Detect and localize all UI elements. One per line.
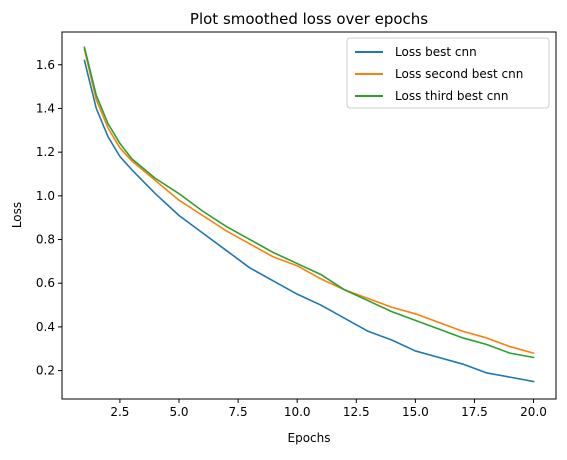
legend-label: Loss best cnn xyxy=(395,45,477,59)
legend: Loss best cnn Loss second best cnn Loss th… xyxy=(346,37,550,109)
x-tick-label: 17.5 xyxy=(461,405,488,419)
y-tick-label: 0.4 xyxy=(36,320,55,334)
legend-label: Loss third best cnn xyxy=(395,89,509,103)
y-tick-label: 0.2 xyxy=(36,364,55,378)
plot-frame xyxy=(61,31,557,400)
y-tick-label: 1.2 xyxy=(36,145,55,159)
x-tick-label: 2.5 xyxy=(110,405,129,419)
chart-title: Plot smoothed loss over epochs xyxy=(190,10,428,28)
series-line-1 xyxy=(83,59,535,383)
legend-box xyxy=(346,37,550,109)
plot-lines xyxy=(83,46,535,383)
x-tick-label: 20.0 xyxy=(520,405,547,419)
legend-label: Loss second best cnn xyxy=(395,67,523,81)
y-tick-label: 1.4 xyxy=(36,101,55,115)
x-axis-label: Epochs xyxy=(288,431,331,445)
series-line-3 xyxy=(83,46,535,359)
x-tick-label: 5.0 xyxy=(169,405,188,419)
y-tick-label: 0.6 xyxy=(36,276,55,290)
x-axis: 2.5 5.0 7.5 10.0 12.5 15.0 17.5 20.0 xyxy=(110,399,547,419)
x-tick-label: 7.5 xyxy=(229,405,248,419)
x-tick-label: 12.5 xyxy=(343,405,370,419)
series-line-2 xyxy=(83,48,535,355)
y-tick-label: 1.6 xyxy=(36,58,55,72)
y-axis-label: Loss xyxy=(10,202,24,228)
x-tick-label: 15.0 xyxy=(402,405,429,419)
y-tick-label: 0.8 xyxy=(36,233,55,247)
y-tick-label: 1.0 xyxy=(36,189,55,203)
x-tick-label: 10.0 xyxy=(284,405,311,419)
y-axis: 0.2 0.4 0.6 0.8 1.0 1.2 1.4 1.6 xyxy=(36,58,62,378)
